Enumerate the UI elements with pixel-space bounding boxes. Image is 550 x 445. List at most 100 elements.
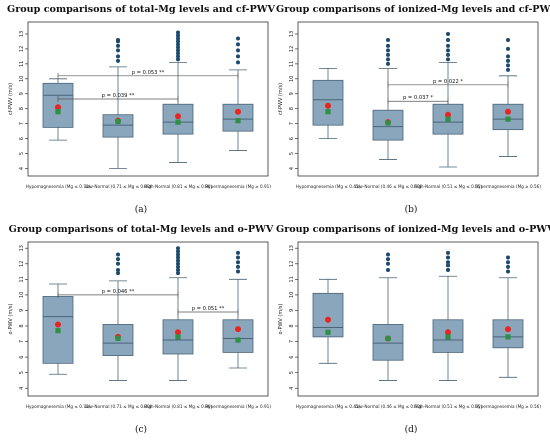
box-iqr xyxy=(372,324,404,361)
y-axis-label: cf-PWV (m/s) xyxy=(278,83,284,115)
mean-marker xyxy=(55,104,61,111)
square-marker xyxy=(505,116,511,122)
y-tick-label: 13 xyxy=(289,31,295,37)
outlier-point xyxy=(176,39,180,44)
outlier-point xyxy=(506,63,510,68)
x-tick-label: Hypomagnesemia (Mg ≤ 0.45) xyxy=(296,404,361,409)
y-tick-label: 8 xyxy=(289,324,295,327)
box-plot-b: 4 5 6 7 8 9 10 11 12 13 cf-PWV (m/s) Hypomagnesemia… xyxy=(278,21,541,189)
box-iqr xyxy=(222,103,254,132)
outlier-point xyxy=(176,57,180,62)
y-tick-label: 5 xyxy=(19,371,25,374)
outlier-point xyxy=(386,43,390,48)
outlier-point xyxy=(506,37,510,42)
panel-label: (d) xyxy=(404,425,418,435)
mean-marker xyxy=(175,329,181,336)
mean-marker xyxy=(325,102,331,109)
outlier-point xyxy=(176,54,180,59)
outlier-point xyxy=(176,36,180,41)
y-tick-label: 7 xyxy=(289,340,295,343)
y-axis-label: o-PWV (m/s) xyxy=(8,303,14,334)
mean-marker xyxy=(175,113,181,120)
square-marker xyxy=(385,335,391,342)
outlier-point xyxy=(236,264,240,269)
square-marker xyxy=(505,334,511,340)
chart-title: Group comparisons of total-Mg levels and… xyxy=(7,4,275,15)
x-tick-label: Hypomagnesemia (Mg ≤ 0.70) xyxy=(26,404,91,409)
outlier-point xyxy=(386,261,390,266)
outlier-point xyxy=(176,268,180,272)
y-tick-label: 4 xyxy=(289,167,295,170)
outlier-point xyxy=(446,43,450,48)
y-tick-label: 12 xyxy=(289,261,295,267)
mean-marker xyxy=(235,108,241,115)
y-tick-label: 13 xyxy=(19,31,25,37)
p-value-label: p = 0.022 * xyxy=(433,79,463,85)
x-tick-label: Hypermagnesemia (Mg ≥ 0.56) xyxy=(475,404,541,409)
outlier-point xyxy=(116,58,120,63)
chart-title: Group comparisons of ionized-Mg levels a… xyxy=(276,4,550,15)
chart-panel-d: Group comparisons of ionized-Mg levels a… xyxy=(276,224,550,442)
square-marker xyxy=(235,118,241,124)
y-tick-label: 12 xyxy=(289,46,295,52)
outlier-point xyxy=(386,61,390,66)
p-value-label: p = 0.053 ** xyxy=(132,70,165,76)
x-tick-label: High-Normal (0.51 ≤ Mg ≤ 0.55) xyxy=(414,184,483,189)
outlier-point xyxy=(176,45,180,50)
outlier-point xyxy=(176,261,180,266)
outlier-point xyxy=(116,54,120,59)
outlier-point xyxy=(506,46,510,51)
square-marker xyxy=(235,337,241,343)
p-value-label: p = 0.051 ** xyxy=(192,306,225,312)
box-plot-d: 4 5 6 7 8 9 10 11 12 13 o-PWV (m/s) Hypomagnesemia … xyxy=(278,241,541,409)
outlier-point xyxy=(116,261,120,266)
outlier-point xyxy=(506,269,510,274)
y-tick-label: 8 xyxy=(19,324,25,327)
y-axis-label: cf-PWV (m/s) xyxy=(8,83,14,115)
box-iqr xyxy=(222,319,254,353)
y-tick-label: 4 xyxy=(289,387,295,390)
chart-title: Group comparisons of total-Mg levels and… xyxy=(8,224,274,235)
box-iqr xyxy=(492,319,524,349)
outlier-point xyxy=(386,37,390,42)
x-tick-label: Low-Normal (0.71 ≤ Mg ≤ 0.80) xyxy=(85,404,152,409)
y-tick-label: 8 xyxy=(289,107,295,110)
p-value-label: p = 0.037 * xyxy=(403,95,433,101)
y-tick-label: 10 xyxy=(289,76,295,82)
outlier-point xyxy=(176,30,180,35)
square-marker xyxy=(445,334,451,340)
y-tick-label: 4 xyxy=(19,387,25,390)
outlier-point xyxy=(176,249,180,254)
outlier-point xyxy=(236,260,240,265)
outlier-point xyxy=(236,250,240,255)
y-tick-label: 13 xyxy=(19,245,25,251)
square-marker xyxy=(445,116,451,122)
outlier-point xyxy=(116,252,120,257)
square-marker xyxy=(385,120,391,126)
x-tick-label: Hypermagnesemia (Mg ≥ 0.91) xyxy=(205,184,271,189)
x-tick-label: Hypomagnesemia (Mg ≤ 0.70) xyxy=(26,184,91,189)
outlier-point xyxy=(446,37,450,42)
y-tick-label: 13 xyxy=(289,245,295,251)
outlier-point xyxy=(116,37,120,42)
outlier-point xyxy=(236,42,240,47)
outlier-point xyxy=(386,268,390,272)
mean-marker xyxy=(505,326,511,333)
chart-panel-b: Group comparisons of ionized-Mg levels a… xyxy=(276,4,550,222)
square-marker xyxy=(115,335,121,342)
box-plot-c: 4 5 6 7 8 9 10 11 12 13 o-PWV (m/s) Hypomagnesemia … xyxy=(8,241,271,409)
outlier-point xyxy=(116,268,120,272)
outlier-point xyxy=(386,48,390,53)
box-iqr xyxy=(102,114,134,138)
outlier-point xyxy=(446,268,450,272)
panel-label: (b) xyxy=(404,205,418,215)
p-value-label: p = 0.046 ** xyxy=(102,289,135,295)
y-tick-label: 11 xyxy=(289,276,295,282)
y-tick-label: 4 xyxy=(19,167,25,170)
outlier-point xyxy=(236,269,240,274)
chart-panel-c: Group comparisons of total-Mg levels and… xyxy=(6,224,276,442)
outlier-point xyxy=(506,260,510,265)
outlier-point xyxy=(116,48,120,53)
panel-label: (a) xyxy=(134,205,148,215)
y-tick-label: 6 xyxy=(289,356,295,359)
